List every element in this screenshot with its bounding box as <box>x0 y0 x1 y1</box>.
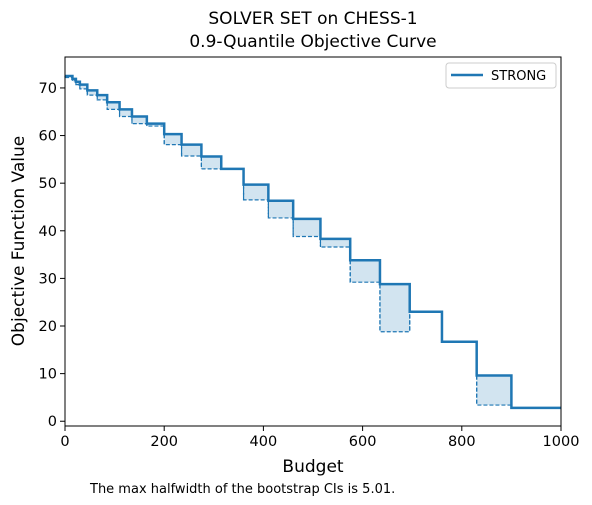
x-tick-label: 600 <box>349 434 377 450</box>
legend-label-strong: STRONG <box>491 69 546 84</box>
y-axis: 0 10 20 30 40 50 60 70 <box>39 81 65 430</box>
x-tick-label: 0 <box>60 434 69 450</box>
ci-band <box>201 157 221 169</box>
y-axis-label: Objective Function Value <box>9 136 29 346</box>
ci-band <box>350 260 380 282</box>
y-tick-label: 10 <box>39 367 57 383</box>
plot-frame <box>65 57 561 426</box>
ci-band <box>477 376 512 406</box>
series-line-strong <box>65 76 561 408</box>
y-tick-label: 20 <box>39 319 57 335</box>
chart-title-line1: SOLVER SET on CHESS-1 <box>208 9 417 29</box>
x-axis: 0 200 400 600 800 1000 <box>60 426 579 450</box>
y-tick-label: 30 <box>39 271 57 287</box>
x-axis-label: Budget <box>282 457 343 477</box>
ci-band <box>244 185 269 200</box>
ci-lower-bound-line <box>65 77 561 407</box>
legend: STRONG <box>446 63 556 88</box>
y-tick-label: 70 <box>39 81 57 97</box>
x-tick-label: 1000 <box>543 434 580 450</box>
y-tick-label: 50 <box>39 176 57 192</box>
x-tick-label: 400 <box>250 434 278 450</box>
ci-band <box>164 134 181 144</box>
ci-band <box>293 219 320 237</box>
x-tick-label: 200 <box>150 434 178 450</box>
ci-band <box>380 284 410 332</box>
y-tick-label: 0 <box>48 414 57 430</box>
y-tick-label: 40 <box>39 224 57 240</box>
x-tick-label: 800 <box>448 434 476 450</box>
ci-halfwidth-note: The max halfwidth of the bootstrap CIs i… <box>89 482 395 497</box>
ci-band <box>268 201 293 218</box>
ci-band <box>182 145 202 156</box>
plot-area <box>65 76 561 408</box>
y-tick-label: 60 <box>39 129 57 145</box>
chart-title-line2: 0.9-Quantile Objective Curve <box>189 32 436 52</box>
